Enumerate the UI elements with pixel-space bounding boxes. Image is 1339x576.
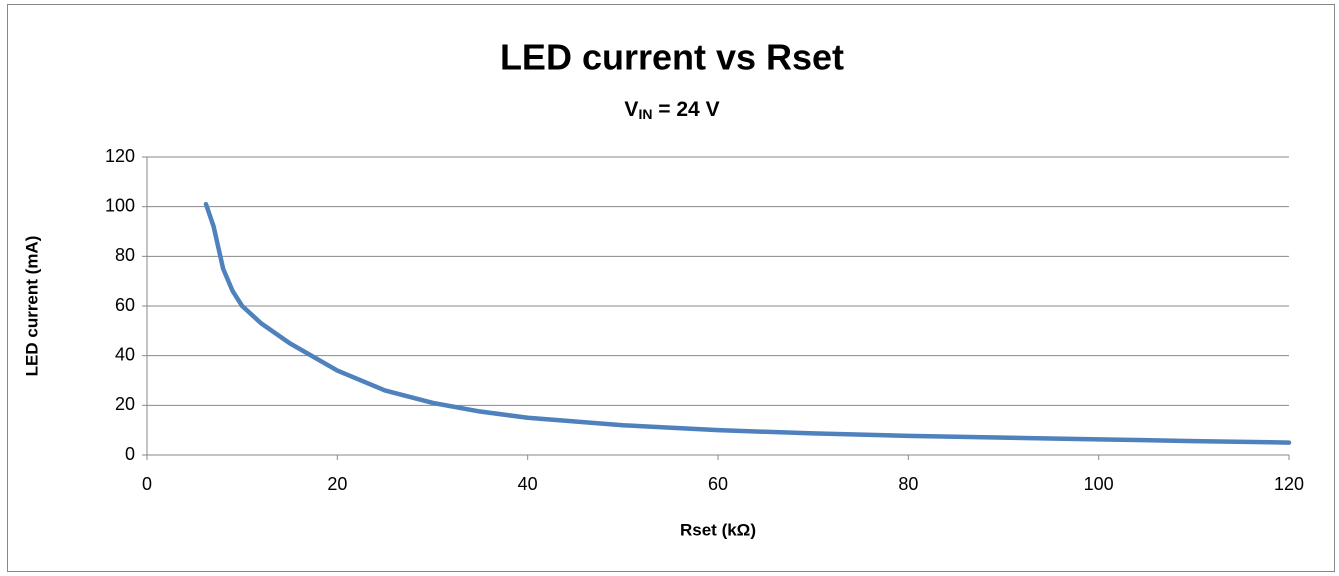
x-tick-label: 100 <box>1084 474 1114 494</box>
x-tick-label: 60 <box>708 474 728 494</box>
data-line <box>203 201 1292 445</box>
y-tick-label: 80 <box>115 245 135 265</box>
x-tick-label: 20 <box>327 474 347 494</box>
chart-frame <box>7 4 1335 572</box>
y-tick-label: 120 <box>105 146 135 166</box>
subtitle-main: V <box>624 98 638 121</box>
y-tick-label: 100 <box>105 195 135 215</box>
y-tick-label: 60 <box>115 295 135 315</box>
x-tick-label: 120 <box>1274 474 1304 494</box>
y-tick-label: 0 <box>125 444 135 464</box>
x-tick-label: 80 <box>898 474 918 494</box>
x-axis-label: Rset (kΩ) <box>680 520 756 539</box>
x-tick-label: 40 <box>518 474 538 494</box>
subtitle-subscript: IN <box>638 106 652 122</box>
subtitle-rest: = 24 V <box>652 98 719 121</box>
chart-title: LED current vs Rset <box>500 37 844 78</box>
x-tick-label: 0 <box>142 474 152 494</box>
chart-subtitle: VIN = 24 V <box>624 98 719 122</box>
y-axis-label: LED current (mA) <box>22 236 41 377</box>
y-tick-label: 20 <box>115 394 135 414</box>
y-tick-label: 40 <box>115 344 135 364</box>
